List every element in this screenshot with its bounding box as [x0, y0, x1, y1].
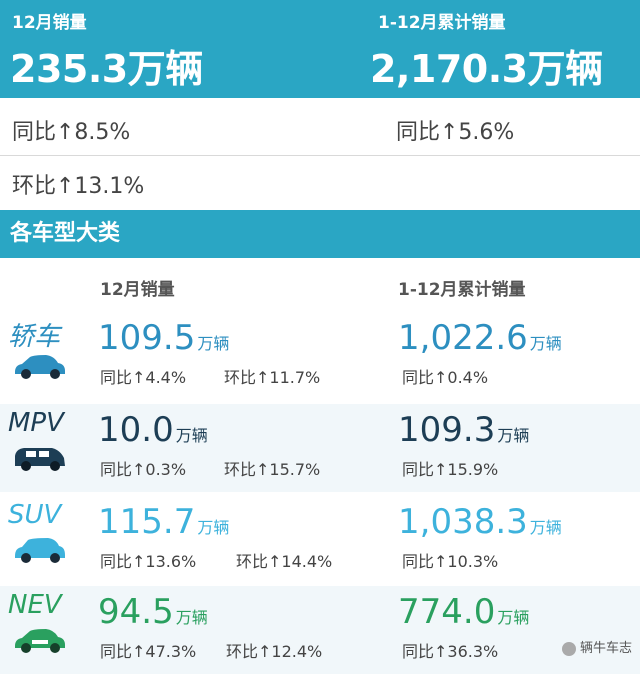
unit-label: 万辆: [529, 518, 562, 537]
monthly-yoy: 同比↑47.3%: [100, 642, 197, 661]
monthly-number: 94.5: [98, 592, 174, 632]
monthly-yoy: 同比↑13.6%: [100, 552, 197, 571]
cumulative-number: 774.0: [398, 592, 496, 632]
suv-car-icon: [15, 538, 65, 563]
category-row-nev: NEV 94.5 万辆 同比↑47.3% 环比↑12.4% 774.0 万辆 同比↑…: [0, 586, 640, 674]
monthly-yoy: 同比↑0.3%: [100, 460, 187, 479]
cumulative-label: 1-12月累计销量: [378, 13, 506, 33]
monthly-yoy: 同比↑4.4%: [100, 368, 187, 387]
monthly-mom: 环比↑14.4%: [236, 552, 333, 571]
category-name: MPV: [8, 408, 64, 438]
unit-label: 万辆: [497, 426, 530, 445]
monthly-mom: 环比↑13.1%: [12, 174, 145, 199]
monthly-value: 94.5 万辆: [98, 592, 208, 632]
section-title: 各车型大类: [0, 210, 640, 258]
cumulative-yoy: 同比↑0.4%: [402, 368, 489, 387]
monthly-yoy: 同比↑8.5%: [12, 120, 131, 145]
divider: [0, 155, 640, 156]
monthly-value: 115.7 万辆: [98, 502, 229, 542]
nev-car-icon: [15, 629, 65, 653]
mpv-car-icon: [15, 448, 65, 471]
monthly-number: 115.7: [98, 502, 196, 542]
cumulative-number: 1,022.6: [398, 318, 528, 358]
summary-header: 12月销量 235.3万辆 1-12月累计销量 2,170.3万辆: [0, 0, 640, 98]
unit-label: 万辆: [497, 608, 530, 627]
unit-label: 万辆: [197, 334, 230, 353]
category-name: NEV: [8, 590, 62, 620]
unit-label: 万辆: [197, 518, 230, 537]
monthly-label: 12月销量: [12, 13, 87, 33]
cumulative-value: 1,022.6 万辆: [398, 318, 562, 358]
monthly-mom: 环比↑12.4%: [226, 642, 323, 661]
monthly-value: 10.0 万辆: [98, 410, 208, 450]
cumulative-yoy: 同比↑15.9%: [402, 460, 499, 479]
unit-label: 万辆: [529, 334, 562, 353]
category-row-mpv: MPV 10.0 万辆 同比↑0.3% 环比↑15.7% 109.3 万辆 同比↑1…: [0, 404, 640, 492]
monthly-mom: 环比↑11.7%: [224, 368, 321, 387]
watermark-logo-icon: [561, 641, 576, 656]
unit-label: 万辆: [175, 426, 208, 445]
cumulative-number: 109.3: [398, 410, 496, 450]
column-header-monthly: 12月销量: [100, 280, 175, 300]
cumulative-yoy: 同比↑5.6%: [396, 120, 515, 145]
monthly-total: 235.3万辆: [10, 47, 203, 91]
category-row-sedan: 轿车 109.5 万辆 同比↑4.4% 环比↑11.7% 1,022.6 万辆 同比…: [0, 312, 640, 400]
monthly-value: 109.5 万辆: [98, 318, 229, 358]
cumulative-total: 2,170.3万辆: [370, 47, 603, 91]
column-header-cumulative: 1-12月累计销量: [398, 280, 526, 300]
watermark: 辆牛车志: [561, 637, 632, 656]
unit-label: 万辆: [175, 608, 208, 627]
category-name: SUV: [8, 500, 62, 530]
cumulative-value: 774.0 万辆: [398, 592, 529, 632]
watermark-text: 辆牛车志: [579, 641, 632, 656]
cumulative-value: 1,038.3 万辆: [398, 502, 562, 542]
cumulative-yoy: 同比↑10.3%: [402, 552, 499, 571]
cumulative-yoy: 同比↑36.3%: [402, 642, 499, 661]
category-name: 轿车: [8, 322, 61, 352]
monthly-number: 109.5: [98, 318, 196, 358]
sedan-car-icon: [15, 355, 65, 379]
category-row-suv: SUV 115.7 万辆 同比↑13.6% 环比↑14.4% 1,038.3 万辆 …: [0, 496, 640, 584]
cumulative-number: 1,038.3: [398, 502, 528, 542]
cumulative-value: 109.3 万辆: [398, 410, 529, 450]
monthly-number: 10.0: [98, 410, 174, 450]
monthly-mom: 环比↑15.7%: [224, 460, 321, 479]
